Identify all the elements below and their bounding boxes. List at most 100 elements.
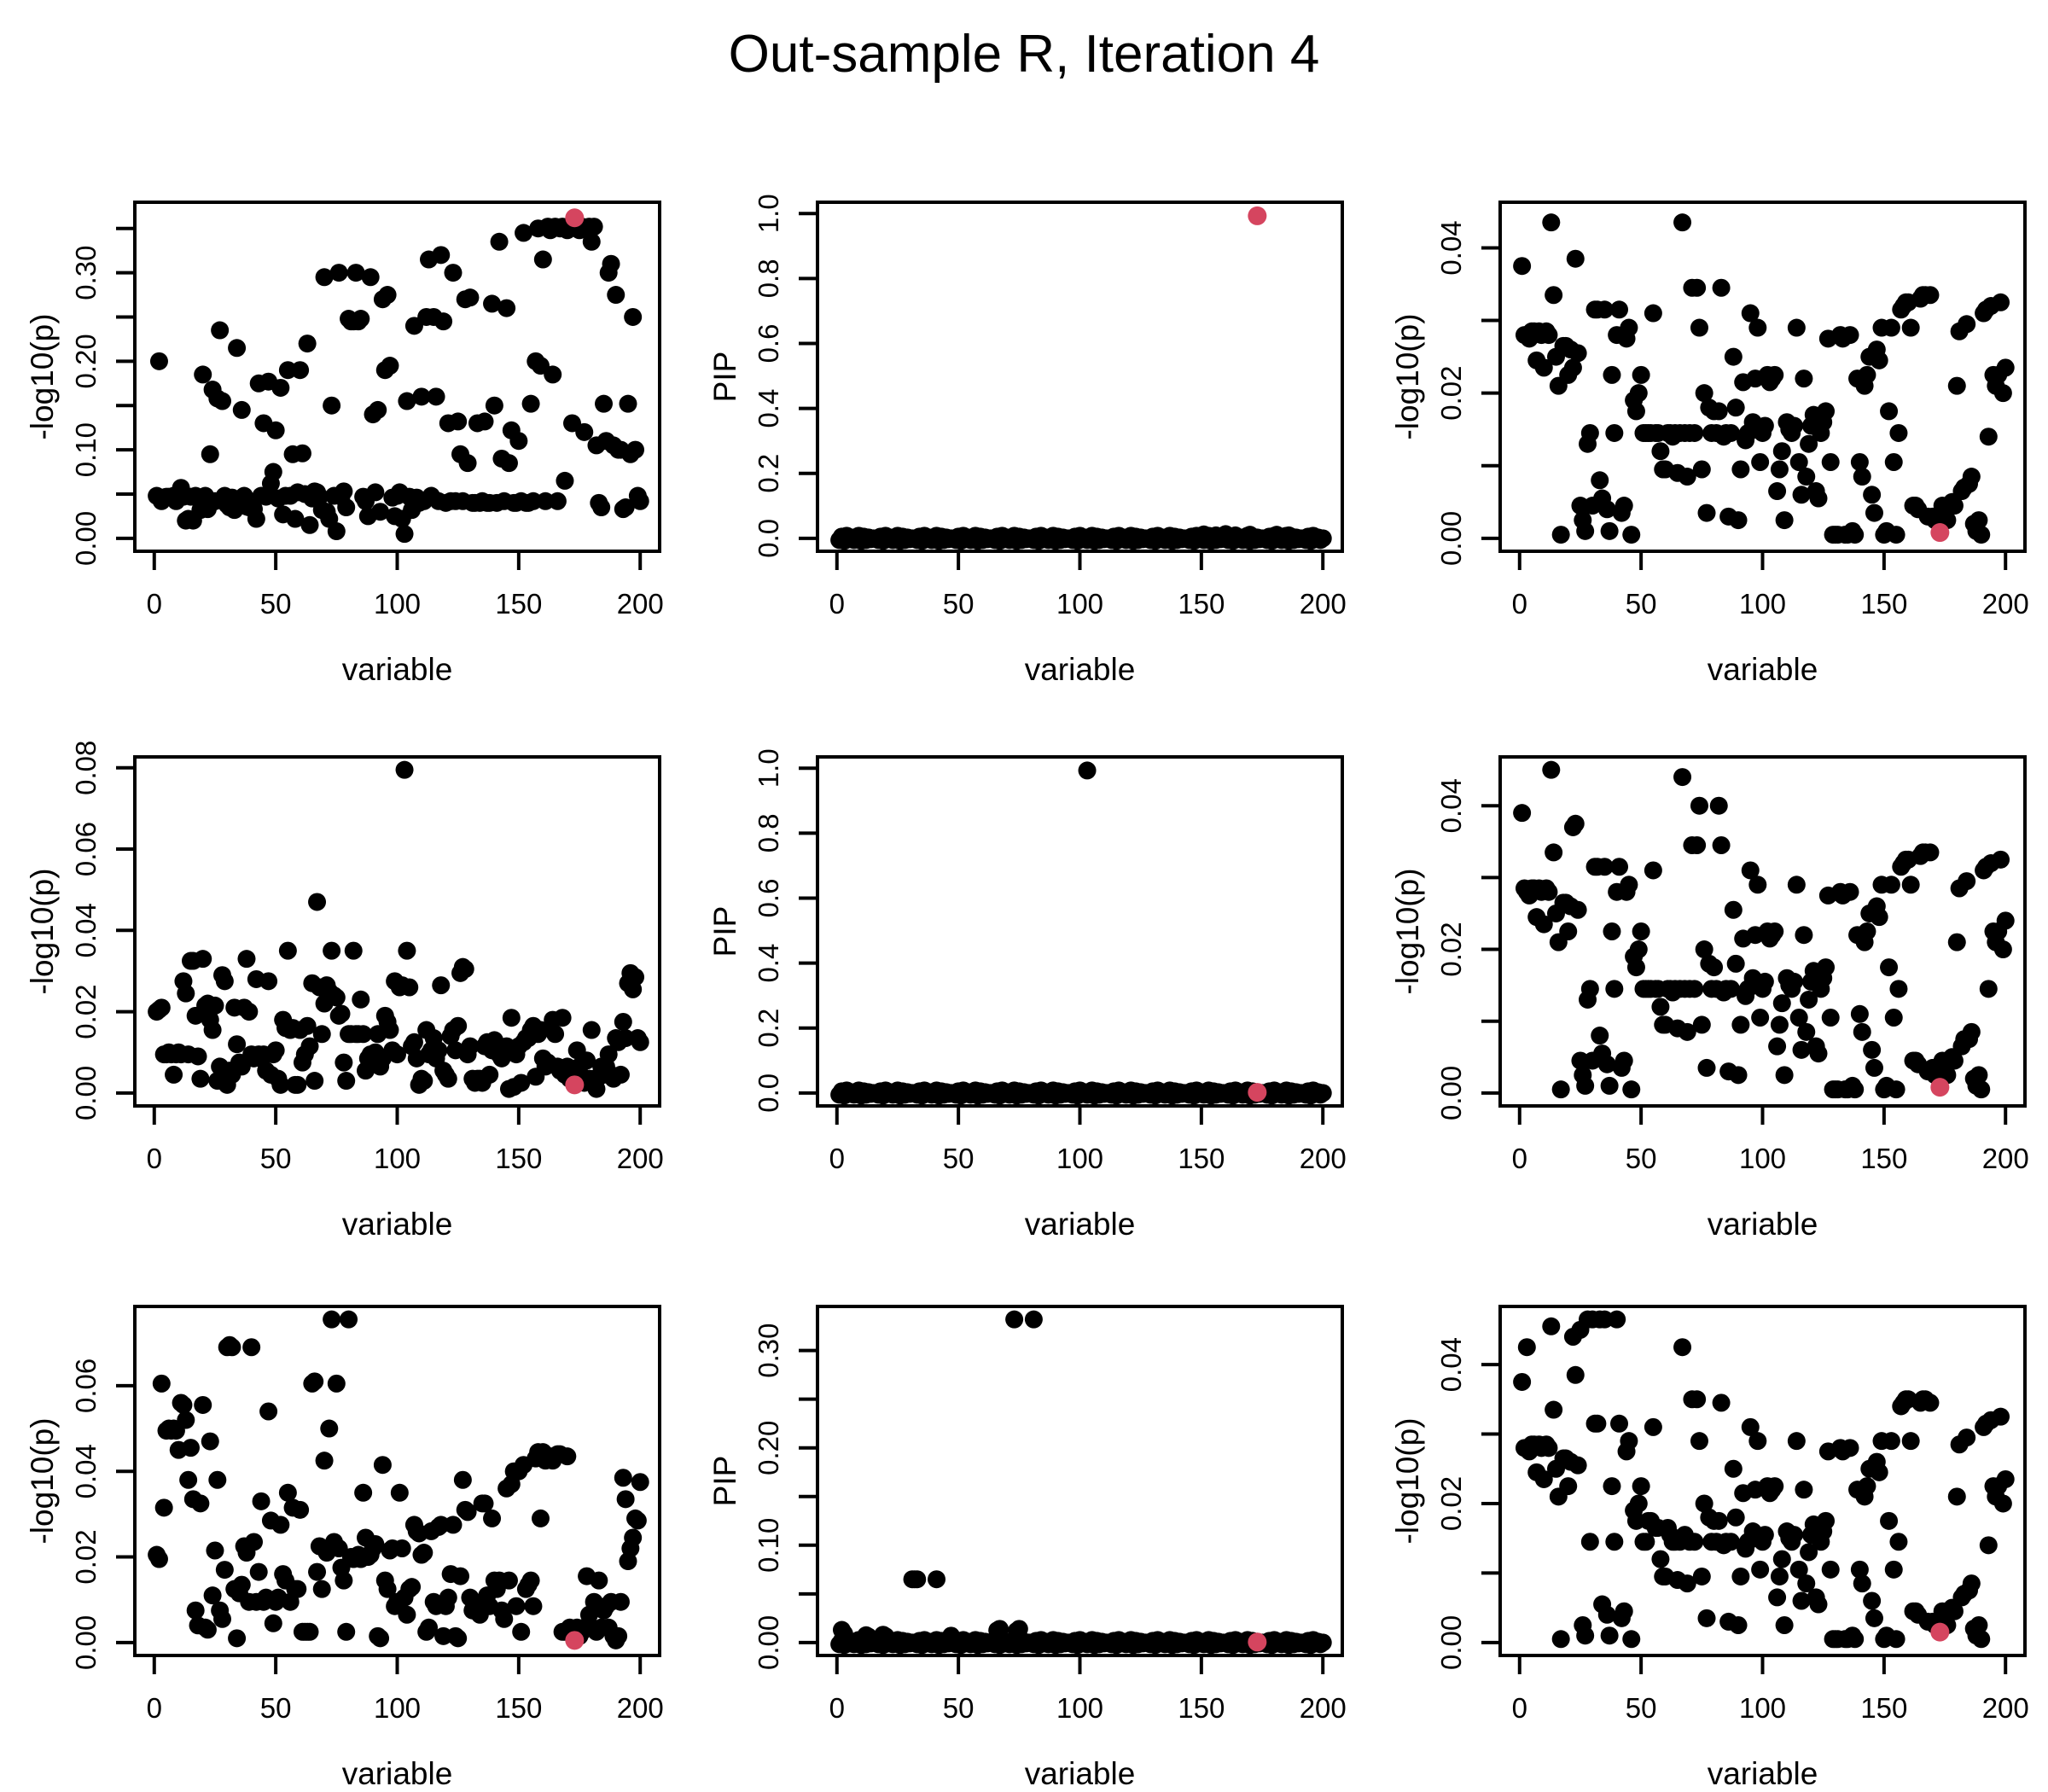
- x-tick-label: 0: [829, 1143, 845, 1174]
- highlight-point: [1930, 523, 1950, 543]
- x-axis: 0 50 100 150 200 variable: [147, 1655, 664, 1791]
- x-tick-label: 200: [1300, 1143, 1347, 1174]
- y-axis-label: PIP: [707, 1456, 742, 1507]
- y-axis: 0.00 0.02 0.04 -log10(p): [1390, 1337, 1500, 1670]
- x-axis-label: variable: [1025, 1756, 1136, 1791]
- y-tick-label: 0.00: [1435, 1066, 1467, 1120]
- x-tick-label: 50: [1626, 588, 1657, 620]
- panel-row2-col1: 0 50 100 150 200 variable 0.00 0.02 0.04 0.06 0.08…: [25, 741, 664, 1242]
- x-tick-label: 0: [829, 1692, 845, 1724]
- x-axis-label: variable: [1708, 1756, 1818, 1791]
- scatter-points: [1513, 1310, 2015, 1649]
- x-tick-label: 150: [1178, 1143, 1225, 1174]
- y-tick-label: 0.30: [753, 1324, 784, 1378]
- y-tick-label: 0.00: [1435, 511, 1467, 566]
- plot-box: [816, 1305, 1344, 1657]
- zero-band-points: [830, 1081, 1332, 1105]
- highlight-point: [565, 208, 585, 228]
- y-tick-label: 0.02: [1435, 1476, 1467, 1531]
- y-tick-label: 0.06: [70, 1359, 102, 1413]
- plot-box: [816, 755, 1344, 1108]
- highlight-point: [1930, 1622, 1950, 1642]
- y-axis-label: -log10(p): [1390, 1417, 1425, 1544]
- x-tick-label: 200: [1982, 1143, 2029, 1174]
- x-tick-label: 150: [1860, 1143, 1907, 1174]
- x-tick-label: 200: [617, 1692, 664, 1724]
- y-axis-label: -log10(p): [25, 1417, 60, 1544]
- x-tick-label: 0: [1512, 588, 1527, 620]
- y-tick-label: 0.02: [1435, 922, 1467, 976]
- highlight-point: [1248, 206, 1267, 225]
- scatter-points: [148, 218, 649, 544]
- x-axis-label: variable: [1025, 1207, 1136, 1242]
- x-tick-label: 50: [1626, 1692, 1657, 1724]
- y-tick-label: 0.00: [753, 1615, 784, 1670]
- y-axis-label: -log10(p): [1390, 313, 1425, 439]
- y-tick-label: 0.0: [753, 1073, 784, 1113]
- y-tick-label: 0.00: [70, 511, 102, 566]
- y-tick-label: 0.30: [70, 245, 102, 300]
- x-tick-label: 0: [829, 588, 845, 620]
- x-axis-label: variable: [342, 1756, 453, 1791]
- y-tick-label: 1.0: [753, 194, 784, 233]
- x-tick-label: 150: [495, 588, 542, 620]
- y-tick-label: 0.00: [70, 1066, 102, 1120]
- x-tick-label: 0: [1512, 1143, 1527, 1174]
- x-tick-label: 50: [260, 1692, 292, 1724]
- panel-row2-col3: 0 50 100 150 200 variable 0.00 0.02 0.04 -log10(p…: [1390, 755, 2029, 1242]
- y-tick-label: 0.6: [753, 879, 784, 918]
- x-tick-label: 100: [1056, 1143, 1103, 1174]
- panel-row3-col1: 0 50 100 150 200 variable 0.00 0.02 0.04 0.06 -log…: [25, 1305, 664, 1791]
- y-tick-label: 0.8: [753, 259, 784, 298]
- x-axis: 0 50 100 150 200 variable: [1512, 1655, 2029, 1791]
- y-tick-label: 0.04: [1435, 220, 1467, 275]
- highlight-point: [1248, 1083, 1267, 1103]
- y-tick-label: 0.10: [70, 422, 102, 477]
- x-axis-label: variable: [1708, 652, 1818, 687]
- y-tick-label: 0.4: [753, 389, 784, 428]
- y-axis-label: -log10(p): [25, 313, 60, 439]
- scatter-points: [148, 760, 649, 1098]
- x-axis: 0 50 100 150 200 variable: [1512, 551, 2029, 687]
- y-tick-label: 0.04: [1435, 1337, 1467, 1392]
- x-tick-label: 200: [1300, 588, 1347, 620]
- scatter-points: [832, 1310, 1043, 1646]
- x-tick-label: 150: [495, 1692, 542, 1724]
- x-tick-label: 50: [943, 1692, 975, 1724]
- y-tick-label: 0.8: [753, 813, 784, 852]
- y-axis: 0.0 0.2 0.4 0.6 0.8 1.0 PIP: [707, 748, 817, 1113]
- plot-box: [816, 201, 1344, 553]
- x-tick-label: 100: [1056, 1692, 1103, 1724]
- figure-title: Out-sample R, Iteration 4: [728, 25, 1320, 84]
- y-tick-label: 0.0: [753, 519, 784, 558]
- x-tick-label: 100: [374, 1143, 421, 1174]
- y-tick-label: 0.2: [753, 1009, 784, 1048]
- x-tick-label: 150: [495, 1143, 542, 1174]
- y-axis: 0.0 0.2 0.4 0.6 0.8 1.0 PIP: [707, 194, 817, 558]
- y-axis-label: PIP: [707, 906, 742, 957]
- y-tick-label: 1.0: [753, 748, 784, 788]
- x-tick-label: 50: [943, 588, 975, 620]
- y-axis: 0.00 0.02 0.04 0.06 -log10(p): [25, 1359, 135, 1670]
- y-axis: 0.00 0.02 0.04 -log10(p): [1390, 220, 1500, 566]
- panel-row1-col1: 0 50 100 150 200 variable 0.00 0.10 0.20 0.30 -log…: [25, 201, 664, 687]
- y-tick-label: 0.00: [1435, 1615, 1467, 1670]
- y-axis-label: -log10(p): [1390, 868, 1425, 994]
- y-tick-label: 0.10: [753, 1518, 784, 1573]
- scatter-points: [1513, 760, 2015, 1099]
- x-tick-label: 100: [1739, 1143, 1786, 1174]
- panel-row1-col2: 0 50 100 150 200 variable 0.0 0.2 0.4 0.6 0.8 1.0 PI…: [707, 194, 1347, 687]
- x-axis: 0 50 100 150 200 variable: [1512, 1106, 2029, 1242]
- y-axis: 0.00 0.10 0.20 0.30 PIP: [707, 1324, 817, 1670]
- x-tick-label: 200: [617, 588, 664, 620]
- x-tick-label: 50: [260, 588, 292, 620]
- scatter-points: [1513, 213, 2015, 544]
- y-tick-label: 0.04: [70, 1444, 102, 1498]
- y-tick-label: 0.04: [70, 903, 102, 957]
- x-axis: 0 50 100 150 200 variable: [829, 551, 1347, 687]
- x-tick-label: 0: [147, 1692, 162, 1724]
- y-axis: 0.00 0.10 0.20 0.30 -log10(p): [25, 226, 135, 566]
- x-tick-label: 100: [1739, 588, 1786, 620]
